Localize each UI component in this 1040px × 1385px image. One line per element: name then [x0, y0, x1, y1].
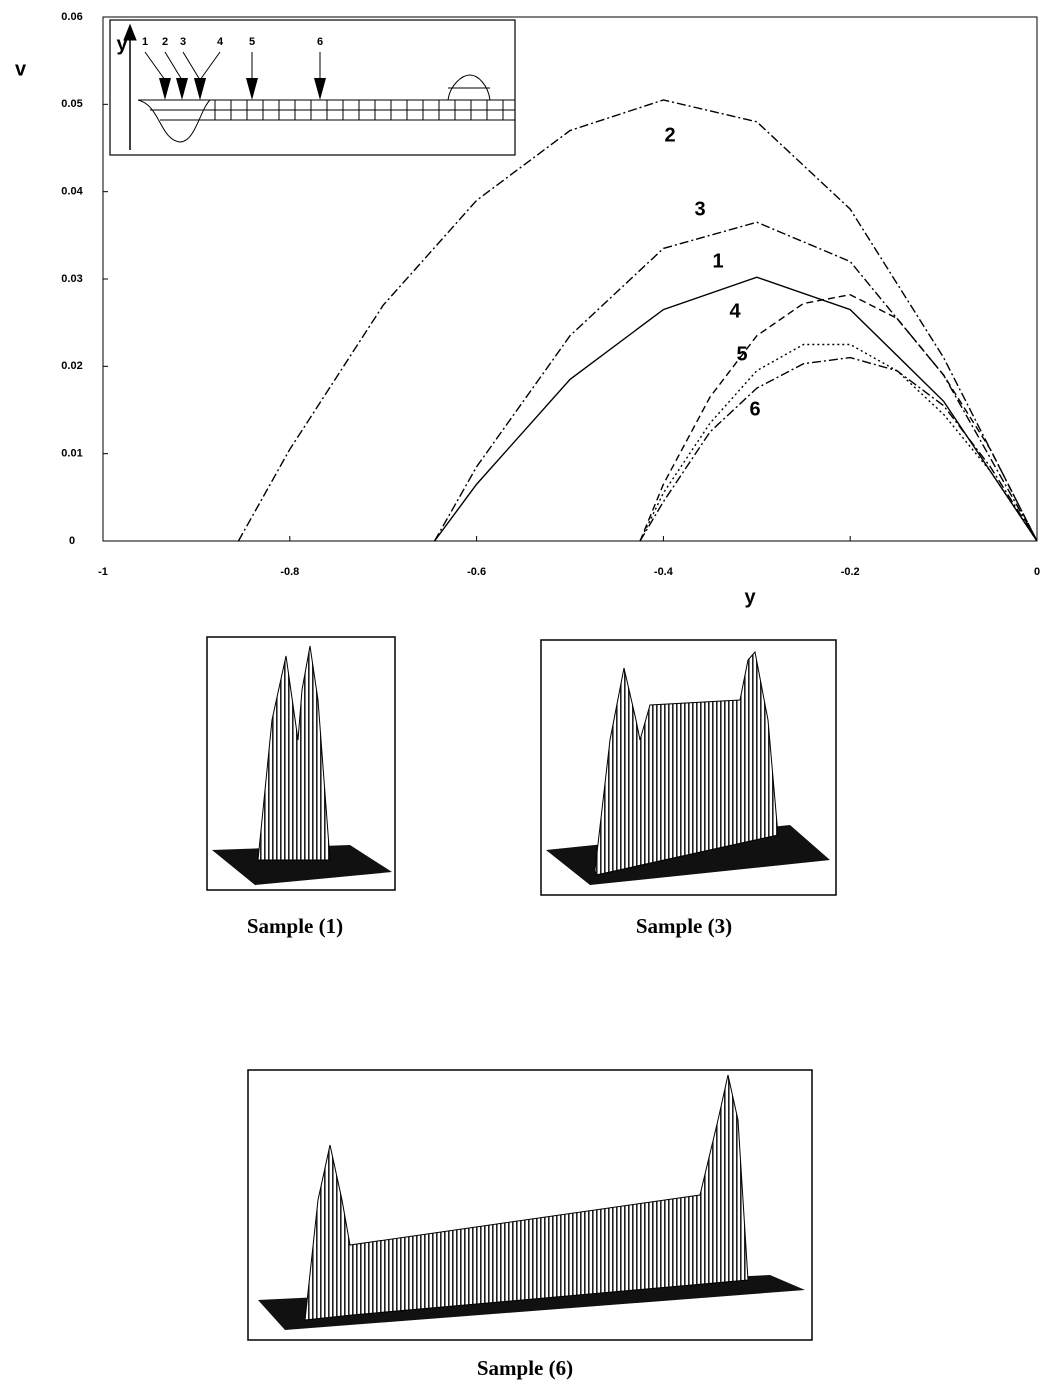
inset-arrow-head: [176, 78, 188, 100]
inset-marker-label: 6: [317, 36, 323, 48]
y-tick-label: 0: [69, 535, 75, 547]
series-label: 6: [749, 398, 760, 420]
sample-caption: Sample (1): [247, 914, 343, 938]
series-line: [639, 356, 1038, 542]
inset-marker-label: 1: [142, 36, 148, 48]
inset-arrow: [144, 51, 166, 81]
inset-arrow: [199, 51, 221, 81]
y-tick-label: 0.01: [61, 448, 82, 460]
series-label: 1: [712, 250, 723, 272]
y-tick-label: 0.02: [61, 360, 82, 372]
series-line: [639, 293, 1038, 542]
plot-frame: [102, 16, 1038, 542]
sample-6: [247, 1069, 813, 1341]
y-tick-label: 0.05: [61, 98, 82, 110]
sample-caption: Sample (3): [636, 914, 732, 938]
inset-axis-label: y: [116, 33, 128, 55]
sample-1: [206, 636, 396, 891]
series-line: [433, 221, 1038, 542]
y-tick-label: 0.04: [61, 186, 83, 198]
sample-caption: Sample (6): [477, 1356, 573, 1380]
inset-arrow-head: [159, 78, 171, 100]
y-axis-label: v: [15, 58, 27, 80]
sample-3: [540, 639, 837, 896]
inset-arrow-head: [314, 78, 326, 100]
y-tick-label: 0.06: [61, 11, 82, 23]
series-line: [237, 99, 1038, 542]
series-line: [639, 343, 1038, 542]
inset-arrow-head: [246, 78, 258, 100]
inset-arrow: [182, 51, 201, 81]
x-tick-label: -1: [98, 566, 108, 578]
x-tick-label: -0.6: [467, 566, 486, 578]
series-line: [434, 276, 1038, 542]
series-label: 2: [664, 124, 675, 146]
x-tick-label: -0.2: [841, 566, 860, 578]
inset-marker-label: 3: [180, 36, 186, 48]
x-axis-label: y: [744, 586, 756, 608]
series-label: 3: [694, 198, 705, 220]
series-label: 5: [736, 343, 747, 365]
inset-arrow: [164, 51, 183, 81]
inset-marker-label: 5: [249, 36, 255, 48]
inset-marker-label: 2: [162, 36, 168, 48]
series-label: 4: [729, 300, 741, 322]
x-tick-label: -0.4: [654, 566, 674, 578]
x-tick-label: 0: [1034, 566, 1040, 578]
inset: [109, 19, 516, 156]
x-tick-label: -0.8: [280, 566, 299, 578]
inset-arrow-head: [194, 78, 206, 100]
y-tick-label: 0.03: [61, 273, 82, 285]
inset-marker-label: 4: [217, 36, 224, 48]
